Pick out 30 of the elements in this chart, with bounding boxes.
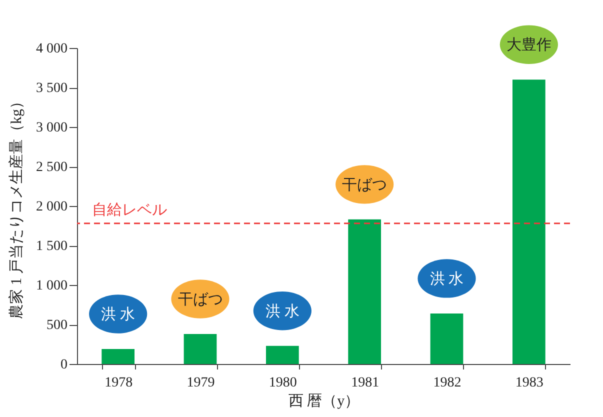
y-axis-title: 農家 1 戸当たりコメ生産量（kg） bbox=[8, 94, 25, 319]
annotation: 干ばつ bbox=[178, 292, 223, 308]
y-tick-label: 1 500 bbox=[36, 239, 68, 254]
y-tick-label: 4 000 bbox=[36, 42, 68, 56]
x-axis-title: 西 暦（y） bbox=[288, 394, 360, 410]
bar bbox=[430, 313, 464, 364]
annotation: 干ばつ bbox=[342, 177, 388, 194]
x-tick-label: 1982 bbox=[433, 376, 462, 390]
annotation: 洪 水 bbox=[101, 306, 135, 323]
y-tick-label: 1 000 bbox=[36, 278, 68, 294]
bar bbox=[184, 334, 217, 364]
x-tick-label: 1979 bbox=[186, 376, 215, 390]
x-tick-label: 1983 bbox=[515, 376, 544, 390]
y-tick-label: 0 bbox=[60, 358, 68, 372]
x-tick-label: 1980 bbox=[268, 376, 297, 390]
bar bbox=[266, 346, 299, 364]
x-tick-label: 1978 bbox=[104, 376, 133, 390]
y-tick-label: 2 500 bbox=[36, 160, 68, 175]
annotation: 洪 水 bbox=[266, 302, 300, 320]
y-tick-label: 3 000 bbox=[36, 120, 68, 136]
bar bbox=[512, 80, 546, 364]
y-tick-label: 2 000 bbox=[36, 200, 68, 214]
annotation: 洪 水 bbox=[430, 270, 464, 288]
y-tick-label: 3 500 bbox=[36, 81, 68, 96]
annotation: 大豊作 bbox=[506, 36, 552, 54]
x-tick-label: 1981 bbox=[351, 376, 380, 390]
ref-line-label: 自給レベル bbox=[92, 201, 167, 218]
y-tick-label: 500 bbox=[46, 318, 68, 333]
bar bbox=[348, 219, 382, 364]
bar bbox=[102, 348, 135, 364]
